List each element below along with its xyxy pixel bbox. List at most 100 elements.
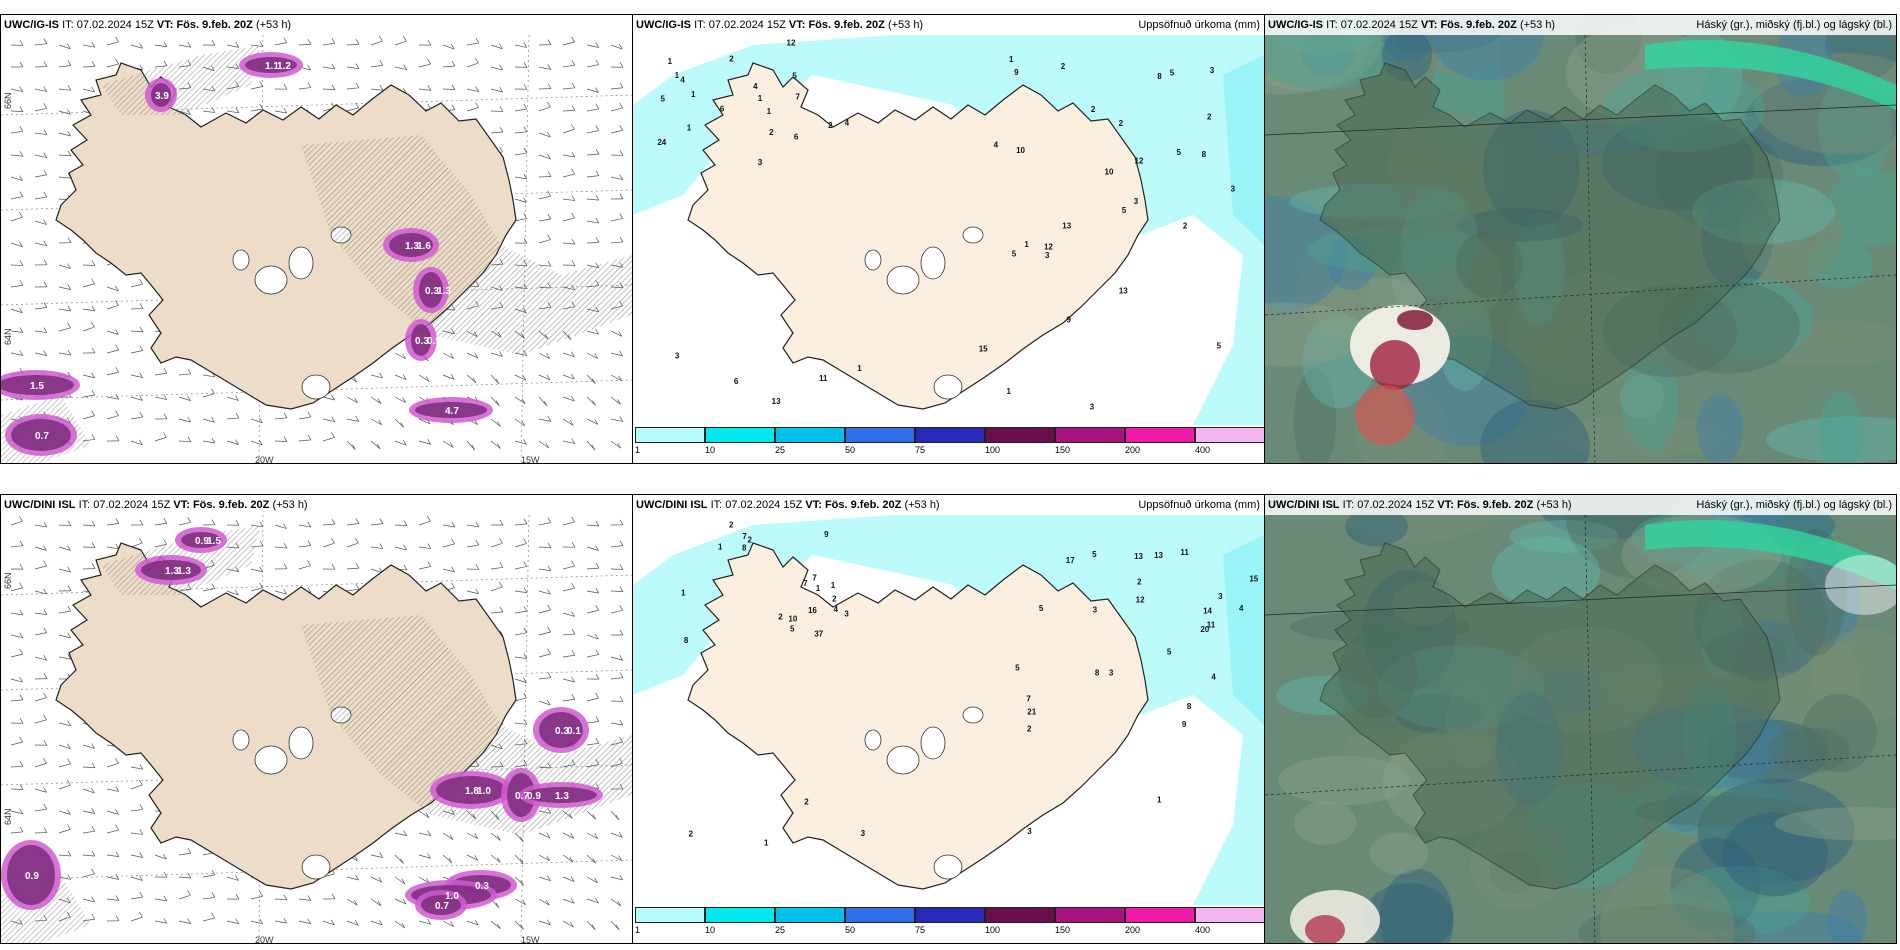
colorbar-tick: 200 — [1125, 445, 1141, 455]
precip-amount-label: 10 — [1105, 168, 1114, 177]
precip-amount-label: 10 — [1016, 146, 1025, 155]
precip-amount-label: 2 — [1091, 105, 1096, 114]
colorbar-swatch — [1195, 907, 1264, 923]
precip-amount-label: 11 — [819, 374, 828, 383]
precip-amount-label: 2 — [729, 55, 734, 64]
precip-amount-labels: 1128779281572314163710222333454557958111… — [681, 520, 1259, 847]
wind-speed-label: 1.3 — [555, 791, 569, 802]
precip-amount-label: 21 — [1027, 708, 1036, 717]
panel-field-title: Háský (gr.), miðský (fj.bl.) og lágský (… — [1696, 499, 1892, 511]
precip-amount-label: 5 — [1170, 68, 1175, 77]
precip-amount-label: 1 — [831, 581, 836, 590]
wind-speed-label: 1.3 — [177, 566, 191, 577]
precip-amount-label: 1 — [758, 94, 763, 103]
panel-dini-wind: UWC/DINI ISL IT: 07.02.2024 15Z VT: Fös.… — [0, 494, 633, 944]
wind-speed-label: 4.7 — [445, 406, 459, 417]
precip-amount-label: 5 — [1012, 250, 1017, 259]
precip-amount-label: 6 — [734, 377, 739, 386]
precip-amount-label: 2 — [832, 594, 837, 603]
precip-amount-label: 13 — [1062, 222, 1071, 231]
colorbar-swatch — [635, 907, 705, 923]
precip-amount-label: 12 — [787, 39, 796, 48]
wind-speed-label: 1.3 — [437, 286, 451, 297]
lon-label-15w: 15W — [521, 455, 540, 464]
precip-amount-label: 1 — [1024, 240, 1029, 249]
precip-amount-label: 5 — [1092, 550, 1097, 559]
wind-speed-label: 1.3 — [165, 566, 179, 577]
precip-amount-label: 3 — [1134, 197, 1139, 206]
wind-speed-labels: 1.30.91.8 0.70.30.31.31.00.90.71.31.51.0 0… — [25, 536, 581, 912]
precip-colorbar: 1 10 25 50 75 100 150 200 400 — [633, 905, 1264, 943]
precip-amount-label: 7 — [1026, 694, 1031, 703]
precip-amount-label: 4 — [994, 141, 999, 150]
colorbar-swatch — [705, 427, 775, 443]
wind-speed-label: 1.0 — [445, 891, 459, 902]
colorbar-swatch — [1195, 427, 1264, 443]
precip-amount-label: 3 — [1109, 668, 1114, 677]
wind-speed-label: 1.0 — [477, 786, 491, 797]
precip-amount-label: 4 — [845, 118, 850, 127]
precip-amount-label: 7 — [812, 573, 817, 582]
precip-amount-label: 8 — [1202, 150, 1207, 159]
precip-amount-label: 5 — [1176, 148, 1181, 157]
colorbar-swatch — [845, 907, 915, 923]
precip-amount-label: 7 — [795, 93, 800, 102]
precip-amount-label: 2 — [747, 535, 752, 544]
precip-amount-label: 1 — [718, 543, 723, 552]
precip-amount-label: 5 — [661, 94, 666, 103]
precip-amount-label: 1 — [816, 584, 821, 593]
colorbar-swatch — [985, 907, 1055, 923]
precip-amount-label: 17 — [1066, 556, 1075, 565]
precip-amount-label: 6 — [720, 105, 725, 114]
colorbar-tick: 50 — [845, 445, 856, 455]
precip-amount-label: 1 — [681, 589, 686, 598]
panel-header: UWC/IG-IS IT: 07.02.2024 15Z VT: Fös. 9.… — [1, 15, 632, 35]
precip-amount-label: 1 — [687, 123, 692, 132]
precip-amount-label: 2 — [778, 612, 783, 621]
panel-header: UWC/DINI ISL IT: 07.02.2024 15Z VT: Fös.… — [1, 495, 632, 515]
panel-header: UWC/DINI ISL IT: 07.02.2024 15Z VT: Fös.… — [633, 495, 1264, 515]
colorbar-tick: 200 — [1125, 925, 1141, 935]
precip-map-ig: 2111463722451116412524858211222235353453… — [633, 35, 1264, 425]
precip-amount-label: 16 — [808, 606, 817, 615]
precip-amount-label: 15 — [1249, 574, 1258, 583]
colorbar-tick: 1 — [635, 445, 641, 455]
precip-amount-label: 24 — [657, 138, 666, 147]
colorbar-tick: 100 — [985, 925, 1001, 935]
precip-amount-label: 1 — [675, 71, 680, 80]
wind-speed-label: 0.9 — [195, 536, 209, 547]
colorbar-tick: 150 — [1055, 925, 1071, 935]
wind-speed-label: 1.5 — [207, 536, 221, 547]
precip-amount-label: 7 — [742, 532, 747, 541]
colorbar-swatch — [1125, 427, 1195, 443]
precip-amount-label: 5 — [1122, 206, 1127, 215]
lat-label-66n: 66N — [3, 572, 13, 589]
colorbar-tick: 100 — [985, 445, 1001, 455]
colorbar-tick: 10 — [705, 925, 716, 935]
precip-amount-label: 8 — [1095, 668, 1100, 677]
precip-amount-label: 2 — [1027, 724, 1032, 733]
wind-speed-label: 0.7 — [35, 431, 49, 442]
colorbar-swatch — [915, 427, 985, 443]
precip-amount-label: 5 — [1039, 604, 1044, 613]
precip-amount-label: 13 — [1119, 287, 1128, 296]
precip-amount-label: 2 — [1137, 577, 1142, 586]
precip-amount-label: 2 — [688, 830, 693, 839]
precip-amount-label: 9 — [1066, 315, 1071, 324]
panel-field-title: Háský (gr.), miðský (fj.bl.) og lágský (… — [1696, 19, 1892, 31]
precip-amount-label: 10 — [788, 614, 797, 623]
precip-amount-label: 5 — [792, 71, 797, 80]
colorbar-swatch — [1055, 907, 1125, 923]
precip-amount-label: 6 — [794, 133, 799, 142]
precip-map-dini: 1128779281572314163710222333454557958111… — [633, 515, 1264, 905]
precip-amount-label: 4 — [833, 605, 838, 614]
wind-speed-label: 1.5 — [30, 381, 44, 392]
wind-speed-label: 0.7 — [435, 901, 449, 912]
precip-amount-label: 9 — [1014, 68, 1019, 77]
precip-amount-label: 37 — [814, 630, 823, 639]
wind-speed-label: 0.1 — [567, 726, 581, 737]
precip-amount-label: 1 — [691, 90, 696, 99]
wind-speed-label: 1.6 — [417, 241, 431, 252]
precip-amount-label: 3 — [675, 351, 680, 360]
precip-amount-label: 1 — [764, 838, 769, 847]
